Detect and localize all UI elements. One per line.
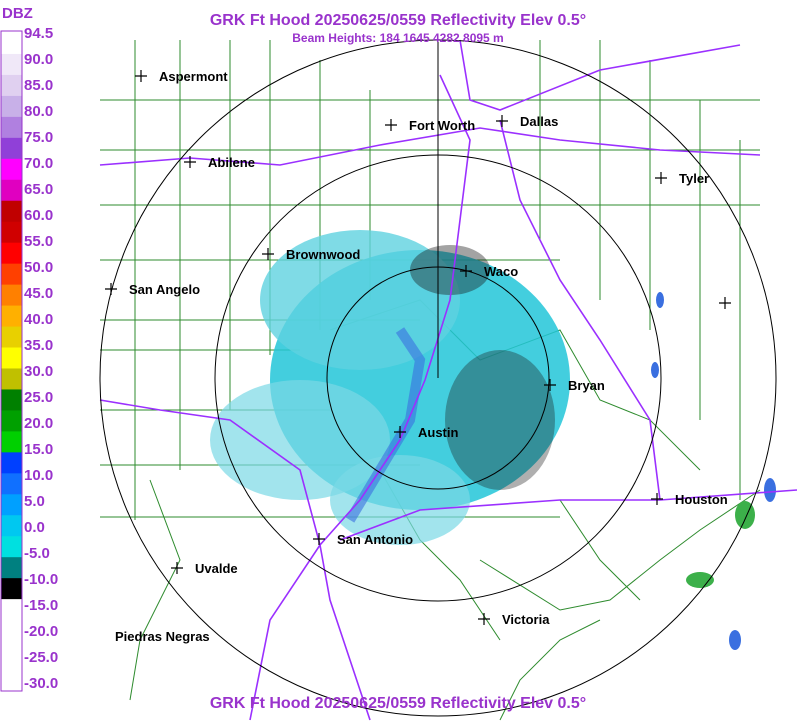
legend-label: 15.0 [24,441,53,458]
city-marker [651,493,663,505]
legend-label: 45.0 [24,285,53,302]
legend-swatch [1,389,22,411]
city-label: Aspermont [159,69,228,84]
city-label: Tyler [679,171,709,186]
city-label: Victoria [502,612,550,627]
legend-label: 5.0 [24,493,45,510]
legend-swatch [1,578,22,600]
legend-swatch [1,116,22,139]
legend-swatch [1,515,22,537]
radar-echoes [210,230,776,650]
legend-label: 55.0 [24,233,53,250]
legend-swatch [1,137,22,160]
legend-label: -30.0 [24,675,58,692]
legend-swatch [1,95,22,118]
legend-swatch [1,368,22,390]
legend-label: 50.0 [24,259,53,276]
legend-swatch [1,452,22,474]
legend-swatch [1,536,22,558]
legend-label: 60.0 [24,207,53,224]
city-marker [184,156,196,168]
city-marker [544,379,556,391]
city-marker [262,248,274,260]
city-label: Fort Worth [409,118,475,133]
legend-unit: DBZ [2,5,33,22]
county-lines [100,40,761,721]
city-label: San Antonio [337,532,413,547]
legend-label: 80.0 [24,103,53,120]
legend-label: 10.0 [24,467,53,484]
legend-swatch [1,263,22,286]
city-marker [313,533,325,545]
legend-swatch [1,326,22,349]
legend-swatch [1,494,22,516]
city-marker [135,70,147,82]
city-marker [394,426,406,438]
legend-label: 75.0 [24,129,53,146]
legend-label: 25.0 [24,389,53,406]
legend-swatch [1,431,22,453]
city-label: Bryan [568,378,605,393]
city-label: Brownwood [286,247,360,262]
legend-label: -20.0 [24,623,58,640]
city-marker [105,283,117,295]
legend-bar [1,33,22,684]
legend-swatch [1,284,22,307]
roads [99,39,797,721]
legend-label: 90.0 [24,51,53,68]
city-label: Austin [418,425,459,440]
legend-swatch [1,473,22,495]
city-label: Uvalde [195,561,238,576]
city-label: Dallas [520,114,558,129]
legend-swatch [1,221,22,244]
legend-swatch [1,33,22,55]
city-marker [655,172,667,184]
legend-label: 70.0 [24,155,53,172]
legend-label: 20.0 [24,415,53,432]
legend-label: 35.0 [24,337,53,354]
subtitle: Beam Heights: 184 1645 4282 8095 m [292,31,503,45]
city-marker [478,613,490,625]
legend-swatch [1,53,22,76]
legend-label: 85.0 [24,77,53,94]
legend-swatch [1,641,22,663]
legend-label: 40.0 [24,311,53,328]
legend-label: -10.0 [24,571,58,588]
city-label: Houston [675,492,728,507]
city-marker [496,115,508,127]
city-label: Abilene [208,155,255,170]
legend-swatch [1,158,22,181]
city-markers: Aspermont Fort Worth Dallas Abilene Tyler Bro… [105,69,731,644]
city-label: Piedras Negras [115,629,210,644]
legend-label: -15.0 [24,597,58,614]
city-label: San Angelo [129,282,200,297]
legend-swatch [1,620,22,642]
legend-label: 0.0 [24,519,45,536]
legend-swatch [1,347,22,369]
legend-swatch [1,662,22,684]
legend-label: -5.0 [24,545,50,562]
city-label: Waco [484,264,518,279]
legend-swatch [1,200,22,223]
legend-label: 65.0 [24,181,53,198]
city-marker [460,265,472,277]
legend-swatch [1,599,22,621]
legend-label: 30.0 [24,363,53,380]
range-rings [99,39,777,717]
legend-swatch [1,74,22,97]
title: GRK Ft Hood 20250625/0559 Reflectivity E… [210,12,586,29]
legend-swatch [1,305,22,328]
legend-label: -25.0 [24,649,58,666]
footer-title: GRK Ft Hood 20250625/0559 Reflectivity E… [210,695,586,712]
legend-label: 94.5 [24,25,53,42]
city-marker [385,119,397,131]
legend-swatch [1,557,22,579]
legend-swatch [1,242,22,265]
legend-swatch [1,179,22,202]
legend-swatch [1,410,22,432]
legend-frame [0,30,23,692]
city-marker [171,562,183,574]
